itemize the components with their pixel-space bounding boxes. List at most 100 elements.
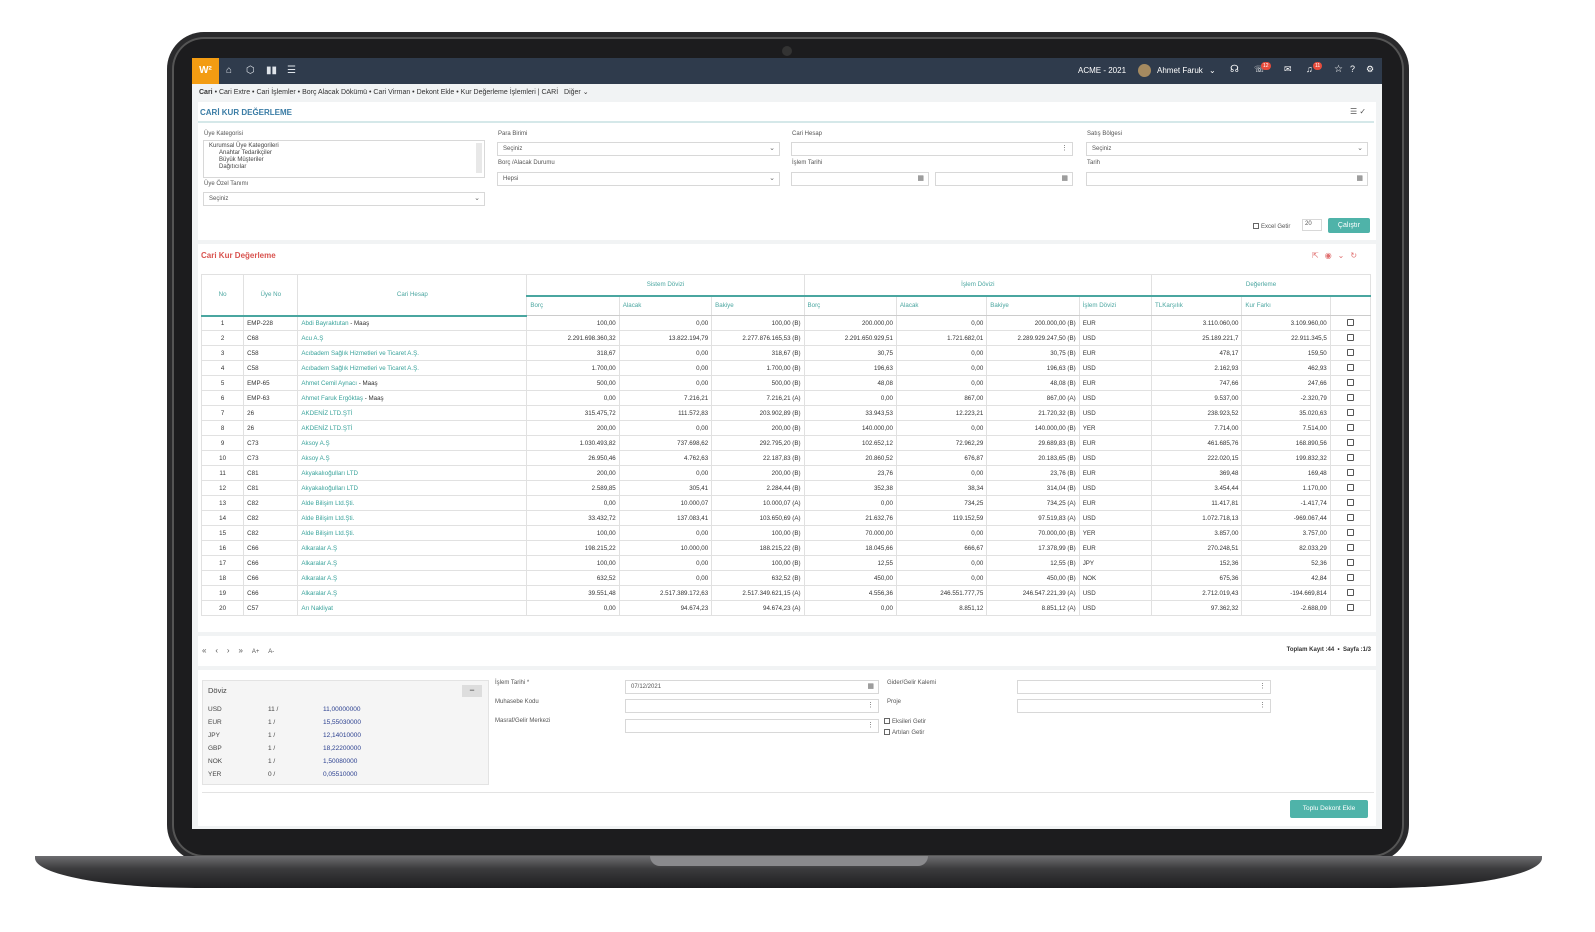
cari-hesap-link[interactable]: Alde Bilişim Ltd.Şti. (301, 499, 355, 507)
more-icon[interactable]: ⋮ (867, 702, 874, 709)
cari-hesap-input[interactable]: ⋮ (791, 142, 1073, 156)
proje-input[interactable]: ⋮ (1017, 699, 1271, 713)
row-checkbox[interactable] (1346, 423, 1354, 431)
row-checkbox[interactable] (1346, 498, 1354, 506)
row-checkbox[interactable] (1346, 543, 1354, 551)
message-icon[interactable]: ☏ (1254, 64, 1266, 74)
calendar-icon[interactable]: ▦ (1356, 175, 1363, 182)
row-checkbox[interactable] (1346, 393, 1354, 401)
muhasebe-input[interactable]: ⋮ (625, 699, 879, 713)
font-increase-button[interactable]: A+ (251, 649, 260, 655)
table-row[interactable]: 3 C58 Acıbadem Sağlık Hizmetleri ve Ticare… (200, 345, 1372, 361)
home-icon[interactable]: ⌂ (226, 65, 233, 76)
more-icon[interactable]: ⋮ (1259, 702, 1266, 709)
excel-option[interactable]: Excel Getir (1253, 223, 1290, 230)
table-row[interactable]: 4 C58 Acıbadem Sağlık Hizmetleri ve Ticare… (200, 360, 1372, 376)
excel-checkbox[interactable] (1253, 223, 1259, 229)
column-header[interactable]: TLKarşılık (1151, 295, 1243, 316)
para-birimi-select[interactable]: Seçiniz ⌄ (497, 142, 780, 156)
cari-hesap-link[interactable]: Akyakalıoğulları LTD (301, 469, 359, 477)
grid-tools-icons[interactable]: ⇱◉⌄↻ (1312, 251, 1364, 260)
column-header[interactable]: Borç (526, 295, 620, 316)
breadcrumb-item[interactable]: Cari Extre (218, 89, 251, 96)
next-page-button[interactable]: › (226, 646, 230, 655)
cari-hesap-link[interactable]: Arı Nakliyat (301, 604, 334, 612)
row-checkbox[interactable] (1346, 408, 1354, 416)
row-checkbox[interactable] (1346, 483, 1354, 491)
cari-hesap-link[interactable]: Acıbadem Sağlık Hizmetleri ve Ticaret A.… (301, 349, 419, 357)
row-checkbox[interactable] (1346, 528, 1354, 536)
column-header[interactable]: Alacak (618, 295, 713, 316)
row-checkbox[interactable] (1346, 603, 1354, 611)
breadcrumb-item[interactable]: Cari İşlemler (256, 89, 296, 96)
table-row[interactable]: 15 C82 Alde Bilişim Ltd.Şti. 100,00 0,00 100,… (200, 525, 1372, 541)
app-logo[interactable]: W² (192, 58, 219, 84)
row-checkbox[interactable] (1346, 558, 1354, 566)
run-button[interactable]: Çalıştır (1328, 218, 1370, 233)
table-row[interactable]: 10 C73 Aksoy A.Ş 26.950,46 4.762,63 22.187,83… (200, 450, 1372, 466)
eksileri-option[interactable]: Eksileri Getir (884, 718, 926, 725)
breadcrumb-item[interactable]: Dekont Ekle (416, 89, 455, 96)
cari-hesap-link[interactable]: Aksoy A.Ş (301, 439, 330, 447)
list-view-icon[interactable]: ☰ ✓ (1350, 107, 1367, 116)
cari-hesap-link[interactable]: Alde Bilişim Ltd.Şti. (301, 529, 355, 537)
breadcrumb-item[interactable]: Borç Alacak Dökümü (302, 89, 368, 96)
column-header[interactable]: Kur Farkı (1241, 295, 1331, 316)
table-row[interactable]: 14 C82 Alde Bilişim Ltd.Şti. 33.432,72 137.0… (200, 510, 1372, 526)
list-icon[interactable]: ☰ (287, 65, 296, 76)
list-option[interactable]: Anahtar Tedarikçiler (219, 150, 272, 156)
table-row[interactable]: 5 EMP-65 Ahmet Cemil Aynacı - Maaş 500,00 0,… (200, 375, 1372, 391)
row-checkbox[interactable] (1346, 513, 1354, 521)
row-checkbox[interactable] (1346, 438, 1354, 446)
list-option[interactable]: Kurumsal Üye Kategorileri (209, 143, 279, 149)
table-row[interactable]: 6 EMP-63 Ahmet Faruk Ergöktaş - Maaş 0,00 7.… (200, 390, 1372, 406)
table-row[interactable]: 1 EMP-228 Abdi Bayraktutan - Maaş 100,00 0,0… (200, 315, 1372, 331)
row-checkbox[interactable] (1346, 333, 1354, 341)
cube-icon[interactable]: ⬡ (246, 65, 255, 76)
help-icon[interactable]: ? (1350, 64, 1356, 74)
cari-hesap-link[interactable]: Acıbadem Sağlık Hizmetleri ve Ticaret A.… (301, 364, 419, 372)
table-row[interactable]: 13 C82 Alde Bilişim Ltd.Şti. 0,00 10.000,07 1… (200, 495, 1372, 511)
star-icon[interactable]: ☆ (1334, 64, 1343, 75)
table-row[interactable]: 2 C68 Acu A.Ş 2.291.698.360,32 13.822.194,79… (200, 330, 1372, 346)
chat-icon[interactable]: ✉ (1284, 64, 1292, 74)
breadcrumb-item[interactable]: Cari (199, 89, 213, 96)
company-name[interactable]: ACME - 2021 (1078, 66, 1127, 75)
more-icon[interactable]: ⋮ (1259, 683, 1266, 690)
table-row[interactable]: 11 C81 Akyakalıoğulları LTD 200,00 0,00 200,0… (200, 465, 1372, 481)
cari-hesap-link[interactable]: Abdi Bayraktutan (301, 319, 349, 327)
row-checkbox[interactable] (1346, 348, 1354, 356)
column-header[interactable]: No (200, 274, 245, 317)
gider-input[interactable]: ⋮ (1017, 680, 1271, 694)
calendar-icon[interactable]: ▦ (917, 175, 924, 182)
list-option[interactable]: Dağıtıcılar (219, 164, 247, 170)
cari-hesap-link[interactable]: AKDENİZ LTD.ŞTİ (301, 424, 353, 432)
toplu-dekont-button[interactable]: Toplu Dekont Ekle (1290, 800, 1368, 818)
cari-hesap-link[interactable]: Akyakalıoğulları LTD (301, 484, 359, 492)
cari-hesap-link[interactable]: Acu A.Ş (301, 334, 324, 342)
breadcrumb-more[interactable]: Diğer (564, 89, 581, 96)
cari-hesap-link[interactable]: Alkaralar A.Ş (301, 559, 338, 567)
column-header[interactable]: Alacak (895, 295, 988, 316)
tarih-input[interactable]: ▦ (1086, 172, 1368, 186)
date-end-input[interactable]: ▦ (935, 172, 1073, 186)
scrollbar[interactable] (476, 143, 482, 173)
table-row[interactable]: 16 C66 Alkaralar A.Ş 198.215,22 10.000,00 188… (200, 540, 1372, 556)
count-input[interactable]: 20 (1302, 219, 1322, 231)
column-header[interactable]: Bakiye (711, 295, 805, 316)
satis-bolgesi-select[interactable]: Seçiniz ⌄ (1086, 142, 1368, 156)
date-start-input[interactable]: ▦ (791, 172, 929, 186)
table-row[interactable]: 18 C66 Alkaralar A.Ş 632,52 0,00 632,52 (B) 45… (200, 570, 1372, 586)
prev-page-button[interactable]: ‹ (215, 646, 219, 655)
more-icon[interactable]: ⋮ (867, 722, 874, 729)
row-checkbox[interactable] (1346, 363, 1354, 371)
uye-ozel-select[interactable]: Seçiniz ⌄ (203, 192, 485, 206)
bottom-date-input[interactable]: 07/12/2021 ▦ (625, 680, 879, 694)
column-header[interactable]: İşlem Dövizi (1078, 295, 1153, 316)
cari-hesap-link[interactable]: Ahmet Cemil Aynacı (301, 379, 357, 387)
first-page-button[interactable]: « (202, 646, 207, 655)
row-checkbox[interactable] (1346, 588, 1354, 596)
headset-icon[interactable]: ☊ (1230, 64, 1239, 75)
borc-alacak-select[interactable]: Hepsi ⌄ (497, 172, 780, 186)
font-decrease-button[interactable]: A- (268, 649, 275, 655)
